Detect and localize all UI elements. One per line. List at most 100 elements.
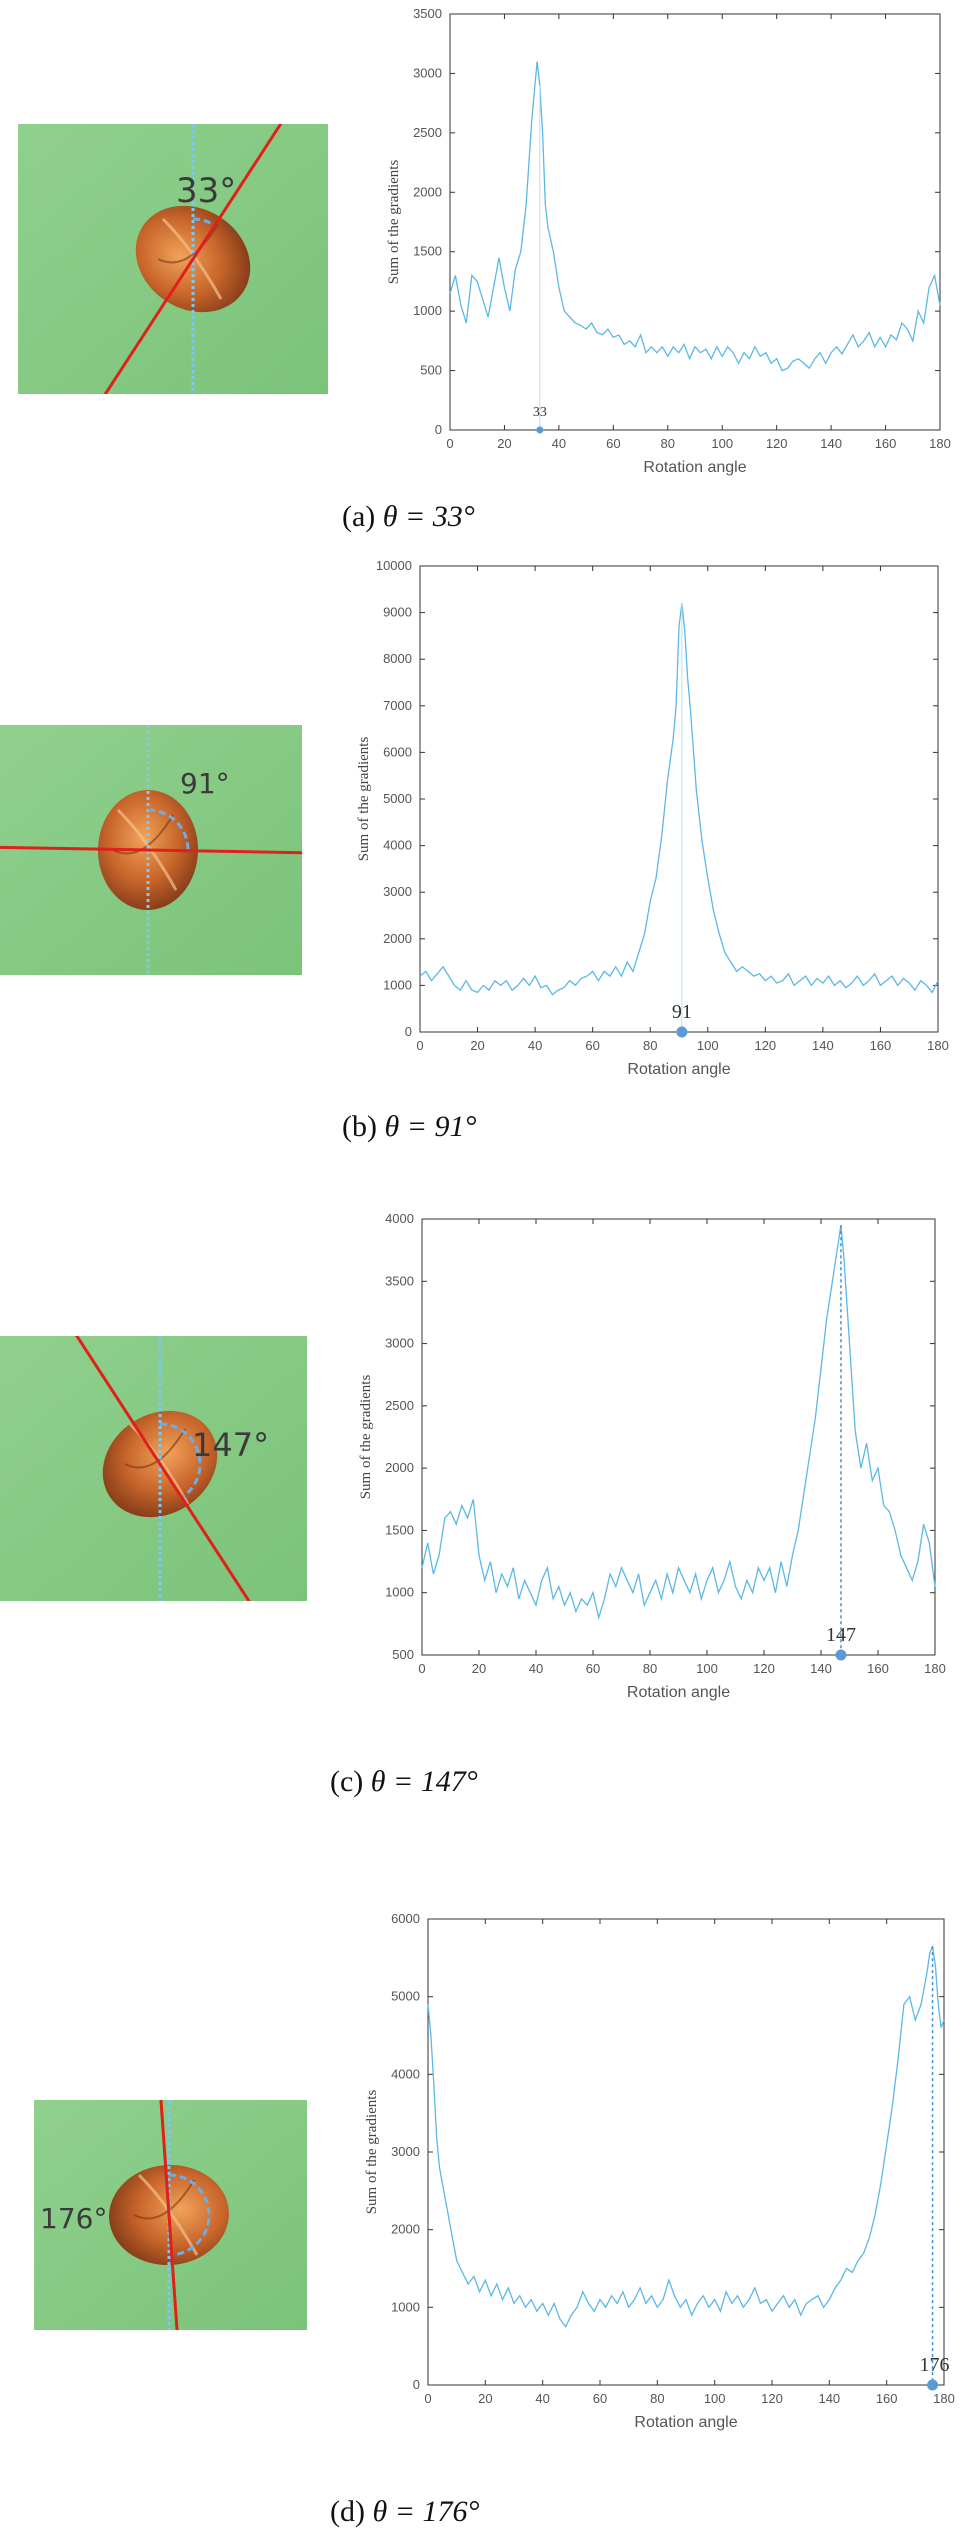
x-tick-label: 80 <box>643 1661 657 1676</box>
seed-photo: 176° <box>34 2100 307 2330</box>
x-tick-label: 140 <box>810 1661 832 1676</box>
peak-marker <box>536 426 544 434</box>
x-tick-label: 140 <box>820 436 842 451</box>
y-tick-label: 500 <box>420 363 442 378</box>
caption-equation: θ = 91° <box>384 1110 477 1143</box>
y-tick-label: 2000 <box>413 184 442 199</box>
x-tick-label: 40 <box>529 1661 543 1676</box>
x-tick-label: 120 <box>753 1661 775 1676</box>
x-tick-label: 20 <box>470 1038 484 1053</box>
y-tick-label: 0 <box>413 2377 420 2392</box>
y-tick-label: 1000 <box>385 1585 414 1600</box>
y-tick-label: 1500 <box>413 244 442 259</box>
x-tick-label: 180 <box>933 2391 955 2406</box>
y-tick-label: 3500 <box>413 6 442 21</box>
x-tick-label: 20 <box>478 2391 492 2406</box>
y-tick-label: 2000 <box>385 1460 414 1475</box>
x-tick-label: 0 <box>424 2391 431 2406</box>
y-tick-label: 2500 <box>413 125 442 140</box>
angle-arc <box>159 1422 202 1499</box>
x-tick-label: 160 <box>870 1038 892 1053</box>
x-tick-label: 60 <box>585 1038 599 1053</box>
gradient-chart: 0 20 40 60 80 100 120 140 160 180 0 1000 2000 3000 400… <box>335 552 965 1092</box>
y-tick-label: 500 <box>392 1647 414 1662</box>
x-tick-label: 40 <box>552 436 566 451</box>
gradient-chart: 0 20 40 60 80 100 120 140 160 180 0 500 1000 1500 2000… <box>355 0 965 490</box>
x-tick-label: 100 <box>697 1038 719 1053</box>
x-tick-label: 60 <box>606 436 620 451</box>
y-tick-label: 2000 <box>391 2222 420 2237</box>
x-tick-label: 20 <box>497 436 511 451</box>
x-tick-label: 120 <box>754 1038 776 1053</box>
y-tick-label: 1000 <box>383 977 412 992</box>
panel-caption: (c) θ = 147° <box>330 1765 478 1799</box>
caption-letter: (c) <box>330 1765 371 1798</box>
angle-arc <box>147 808 190 851</box>
gradient-series-line <box>419 603 939 996</box>
x-axis-title: Rotation angle <box>627 1061 730 1078</box>
seed-photo: 33° <box>18 124 328 394</box>
y-tick-label: 3000 <box>413 65 442 80</box>
panel-caption: (b) θ = 91° <box>342 1110 476 1144</box>
x-tick-label: 180 <box>929 436 951 451</box>
x-tick-label: 100 <box>696 1661 718 1676</box>
y-tick-label: 10000 <box>376 558 412 573</box>
y-tick-label: 0 <box>405 1024 412 1039</box>
panel-caption: (a) θ = 33° <box>342 500 475 534</box>
x-tick-label: 160 <box>876 2391 898 2406</box>
panel-caption: (d) θ = 176° <box>330 2495 479 2529</box>
photo-angle-label: 91° <box>180 767 230 800</box>
x-tick-label: 180 <box>924 1661 946 1676</box>
y-tick-label: 1000 <box>413 303 442 318</box>
y-axis-title: Sum of the gradients <box>386 160 402 285</box>
y-axis-title: Sum of the gradients <box>358 1375 374 1500</box>
gradient-series-line <box>421 1225 936 1621</box>
x-tick-label: 180 <box>927 1038 949 1053</box>
x-tick-label: 80 <box>661 436 675 451</box>
gradient-series-line <box>427 1945 945 2329</box>
x-tick-label: 140 <box>818 2391 840 2406</box>
photo-angle-label: 147° <box>192 1426 269 1464</box>
x-axis-title: Rotation angle <box>627 1684 730 1701</box>
y-tick-label: 7000 <box>383 698 412 713</box>
peak-marker <box>676 1026 688 1038</box>
y-tick-label: 4000 <box>383 838 412 853</box>
y-tick-label: 5000 <box>391 1989 420 2004</box>
caption-letter: (b) <box>342 1110 385 1143</box>
orientation-line <box>159 2100 179 2330</box>
x-tick-label: 100 <box>704 2391 726 2406</box>
x-tick-label: 160 <box>875 436 897 451</box>
photo-angle-label: 33° <box>176 171 236 211</box>
y-tick-label: 6000 <box>391 1911 420 1926</box>
x-tick-label: 120 <box>761 2391 783 2406</box>
plot-frame <box>449 13 941 431</box>
plot-frame <box>421 1218 936 1656</box>
gradient-chart: 0 20 40 60 80 100 120 140 160 180 500 1000 1500 2000 2… <box>335 1205 965 1715</box>
x-tick-label: 60 <box>593 2391 607 2406</box>
y-tick-label: 3000 <box>385 1336 414 1351</box>
x-tick-label: 40 <box>528 1038 542 1053</box>
x-tick-label: 0 <box>446 436 453 451</box>
orientation-line <box>0 845 302 855</box>
caption-equation: θ = 176° <box>372 2495 480 2528</box>
peak-label: 147 <box>826 1624 856 1646</box>
y-tick-label: 2000 <box>383 931 412 946</box>
y-tick-label: 9000 <box>383 605 412 620</box>
x-tick-label: 80 <box>650 2391 664 2406</box>
x-tick-label: 80 <box>643 1038 657 1053</box>
seed-photo: 91° <box>0 725 302 975</box>
peak-marker <box>927 2379 939 2391</box>
orientation-line <box>75 1336 251 1601</box>
x-tick-label: 140 <box>812 1038 834 1053</box>
y-tick-label: 1500 <box>385 1522 414 1537</box>
x-axis-title: Rotation angle <box>643 459 746 476</box>
y-tick-label: 4000 <box>391 2066 420 2081</box>
plot-frame <box>427 1918 945 2386</box>
y-tick-label: 2500 <box>385 1398 414 1413</box>
peak-marker <box>835 1649 847 1661</box>
peak-label: 91 <box>672 1001 692 1023</box>
x-tick-label: 120 <box>766 436 788 451</box>
y-tick-label: 3000 <box>391 2144 420 2159</box>
caption-letter: (d) <box>330 2495 373 2528</box>
orientation-line <box>103 124 283 394</box>
